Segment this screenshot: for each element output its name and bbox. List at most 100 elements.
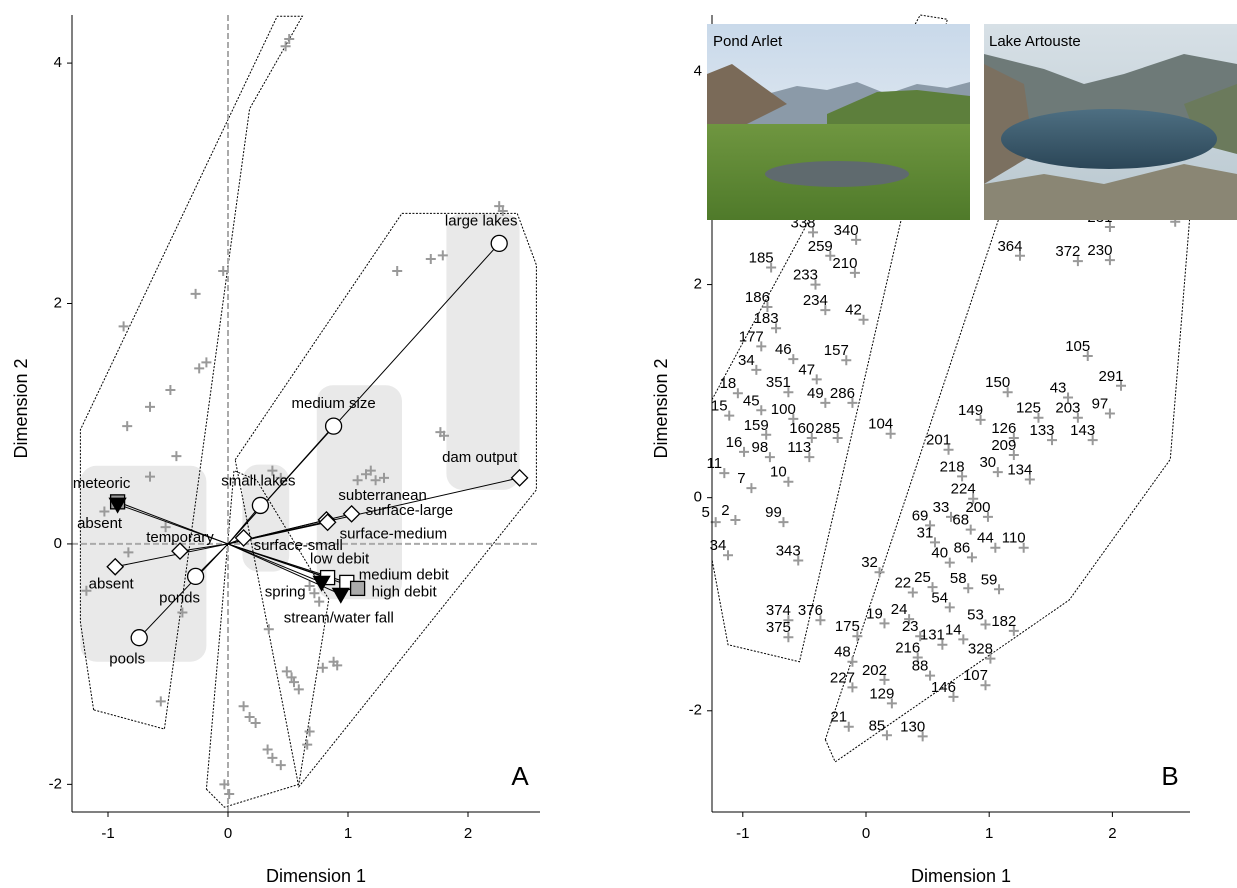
vector: [115, 543, 229, 568]
photo-lake-artouste: Lake Artouste: [984, 24, 1237, 220]
cross: [145, 471, 155, 482]
point-label: surface-large: [366, 502, 454, 519]
cross: [719, 468, 730, 479]
point-label: 14: [945, 621, 962, 638]
point-label: 21: [830, 709, 847, 726]
cross: [1008, 433, 1019, 444]
cross: [990, 542, 1001, 553]
point-label: 234: [803, 292, 828, 309]
cross: [1087, 435, 1098, 446]
point-marker: [510, 468, 529, 487]
point-label: 183: [754, 310, 779, 327]
cross: [879, 674, 890, 685]
point-label: 129: [869, 685, 894, 702]
cross: [965, 524, 976, 535]
point-label: medium size: [291, 395, 375, 412]
cross: [852, 631, 863, 642]
cross: [762, 301, 773, 312]
point-label: 86: [954, 539, 971, 556]
point-label: 233: [793, 267, 818, 284]
cross: [724, 410, 735, 421]
point-label: 104: [868, 416, 893, 433]
cross: [943, 444, 954, 455]
cross: [165, 385, 176, 396]
point-label: 209: [991, 437, 1016, 454]
cross: [267, 752, 278, 763]
point-label: 33: [933, 499, 950, 516]
cross: [280, 41, 291, 52]
cross: [730, 515, 741, 526]
point-label: 46: [775, 341, 792, 358]
point-marker: [186, 567, 205, 586]
y-tick-label: -2: [689, 702, 702, 719]
point-label: meteoric: [73, 475, 131, 492]
x-axis-title: Dimension 1: [266, 866, 366, 886]
cross: [847, 397, 858, 408]
hull: [711, 14, 948, 663]
cross: [937, 639, 948, 650]
cross: [980, 680, 991, 691]
cross: [224, 788, 235, 799]
cross: [946, 511, 956, 522]
cross: [804, 452, 815, 463]
x-tick-label: 0: [862, 825, 870, 842]
photo-rocks: [984, 164, 1237, 220]
point-label: 202: [862, 662, 887, 679]
point-label: 175: [835, 618, 860, 635]
point-label: 30: [979, 454, 996, 471]
point-label: 328: [968, 641, 993, 658]
point-label: 143: [1070, 422, 1095, 439]
point-label: 69: [912, 507, 929, 524]
cross: [806, 433, 817, 444]
cross: [263, 624, 274, 635]
point-marker: [342, 504, 361, 523]
x-tick-label: 2: [1108, 825, 1116, 842]
cross: [286, 672, 297, 683]
cross: [904, 614, 915, 625]
cross: [497, 205, 508, 216]
cross: [815, 615, 826, 626]
cross: [160, 522, 171, 533]
point-label: 186: [745, 289, 770, 306]
point-label: 216: [895, 639, 920, 656]
point-label: 2: [721, 502, 729, 519]
photo-lake: [1001, 109, 1217, 169]
y-tick-label: 2: [54, 294, 62, 311]
point-label: 230: [1087, 242, 1112, 259]
point-label: surface-medium: [340, 525, 448, 542]
point-label: large lakes: [445, 212, 518, 229]
point-label: 126: [991, 420, 1016, 437]
cross: [302, 739, 313, 750]
cross: [81, 585, 92, 596]
point-label: 59: [981, 571, 998, 588]
point-label: 85: [869, 717, 886, 734]
photos: Pond Arlet Lake Artouste: [707, 24, 1237, 220]
cross: [739, 446, 750, 457]
point-label: 110: [1002, 530, 1026, 547]
cross: [756, 341, 767, 352]
cross: [764, 452, 775, 463]
point-label: 157: [824, 342, 849, 359]
point-label: 107: [963, 667, 988, 684]
point-label: 113: [787, 439, 811, 456]
cross: [439, 430, 449, 441]
cross: [927, 582, 938, 593]
cross: [994, 584, 1005, 595]
point-label: subterranean: [338, 487, 426, 504]
cross: [145, 401, 155, 412]
point-label: 372: [1055, 243, 1080, 260]
x-axis-title: Dimension 1: [911, 866, 1011, 886]
cross: [275, 472, 286, 483]
point-label: 68: [952, 512, 969, 529]
x-tick-label: 2: [464, 825, 472, 842]
photo-caption: Pond Arlet: [713, 33, 783, 50]
cross: [783, 615, 794, 626]
point-marker: [349, 580, 366, 597]
point-label: 44: [977, 530, 994, 547]
point-marker: [324, 417, 343, 435]
cross: [425, 254, 436, 265]
point-label: 125: [1016, 400, 1041, 417]
point-label: 53: [967, 606, 984, 623]
point-marker: [331, 587, 350, 604]
point-label: 351: [766, 374, 791, 391]
